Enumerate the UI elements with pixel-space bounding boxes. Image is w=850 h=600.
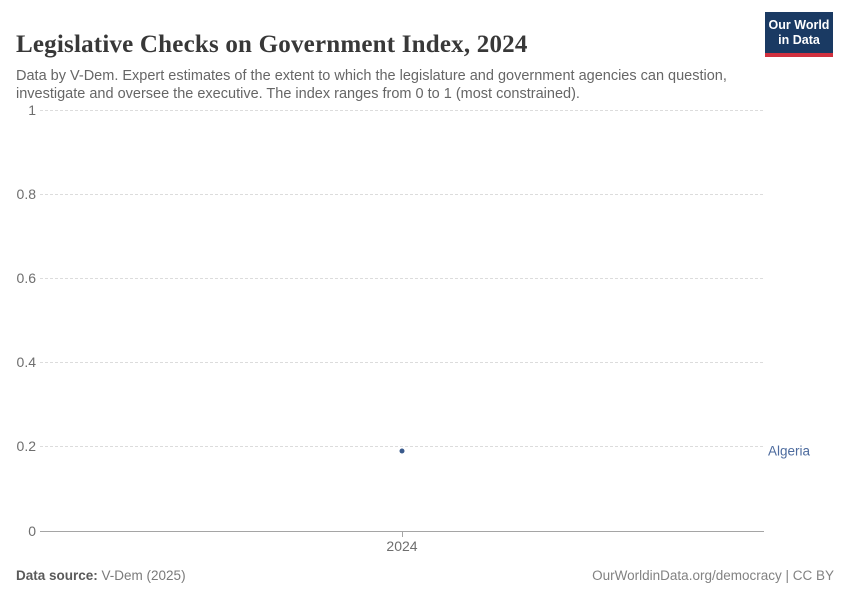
gridline	[40, 446, 763, 447]
chart-subtitle: Data by V-Dem. Expert estimates of the e…	[16, 67, 727, 102]
y-tick-label: 0.8	[16, 186, 36, 202]
x-tick-label: 2024	[386, 538, 418, 554]
data-source-value: V-Dem (2025)	[97, 568, 186, 583]
gridline	[40, 278, 763, 279]
owid-logo-line1: Our World	[768, 18, 830, 32]
x-tick-mark	[402, 531, 403, 537]
gridline	[40, 362, 763, 363]
gridline	[40, 194, 763, 195]
y-tick-label: 1	[28, 102, 36, 118]
series-label-algeria[interactable]: Algeria	[768, 443, 811, 459]
data-point-algeria[interactable]	[399, 448, 405, 454]
y-tick-label: 0	[28, 523, 36, 539]
chart-footer: Data source: V-Dem (2025) OurWorldinData…	[16, 568, 834, 583]
owid-logo: Our World in Data	[765, 12, 833, 57]
owid-logo-line2: in Data	[778, 33, 820, 47]
y-tick-label: 0.4	[16, 354, 36, 370]
credit-link[interactable]: OurWorldinData.org/democracy | CC BY	[592, 568, 834, 583]
y-tick-label: 0.6	[16, 270, 36, 286]
y-tick-label: 0.2	[16, 438, 36, 454]
data-source-label: Data source:	[16, 568, 98, 583]
data-source-note: Data source: V-Dem (2025)	[16, 568, 186, 583]
page-title: Legislative Checks on Government Index, …	[16, 30, 528, 58]
gridline	[40, 110, 763, 111]
